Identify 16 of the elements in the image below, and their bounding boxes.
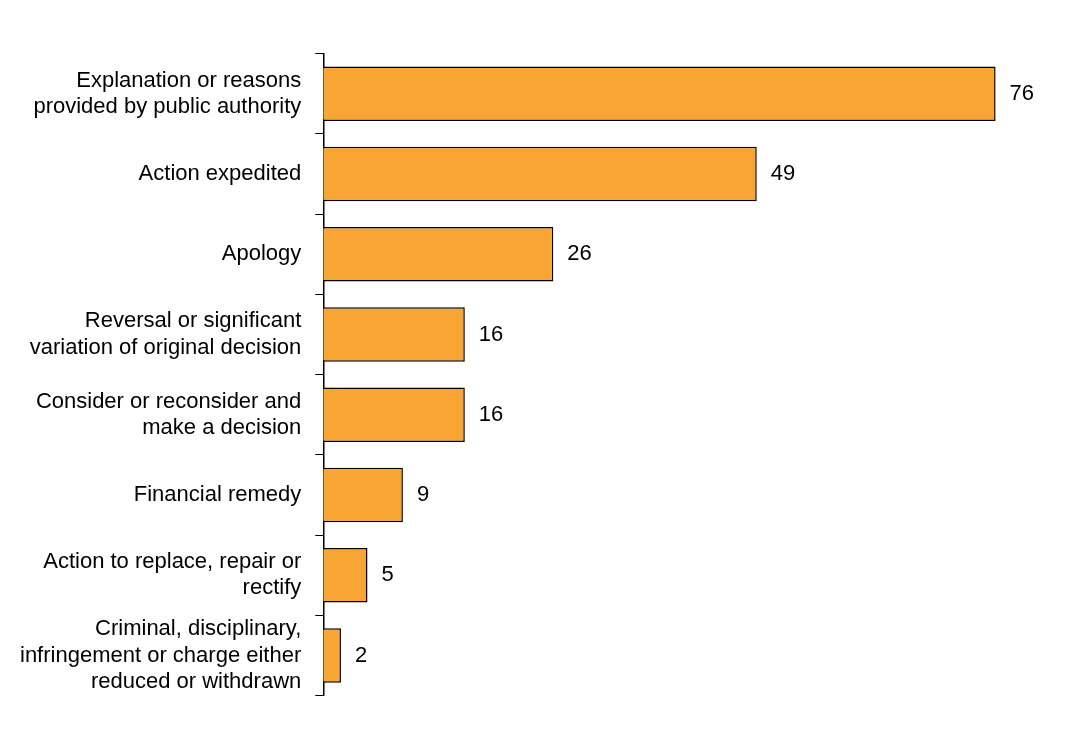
data-label: 49 xyxy=(770,160,796,186)
data-label: 9 xyxy=(416,481,430,507)
y-tick-label: Criminal, disciplinary, infringement or charge either reduced or withdrawn xyxy=(20,615,302,693)
data-label: 5 xyxy=(381,561,394,587)
y-tick-label: Consider or reconsider and make a decision xyxy=(35,387,302,439)
data-label: 26 xyxy=(567,240,592,266)
y-tick-label: Action to replace, repair or rectify xyxy=(43,548,302,600)
y-tick-label: Action expedited xyxy=(138,160,302,186)
y-tick-label: Explanation or reasons provided by public authority xyxy=(33,66,302,118)
y-tick-label: Apology xyxy=(221,240,302,266)
data-label: 76 xyxy=(1009,79,1035,105)
data-label: 16 xyxy=(478,400,504,426)
y-tick-label: Financial remedy xyxy=(133,481,302,507)
data-label: 2 xyxy=(354,641,368,667)
y-tick-label: Reversal or significant variation of original decision xyxy=(29,307,302,359)
data-label: 16 xyxy=(478,320,504,346)
